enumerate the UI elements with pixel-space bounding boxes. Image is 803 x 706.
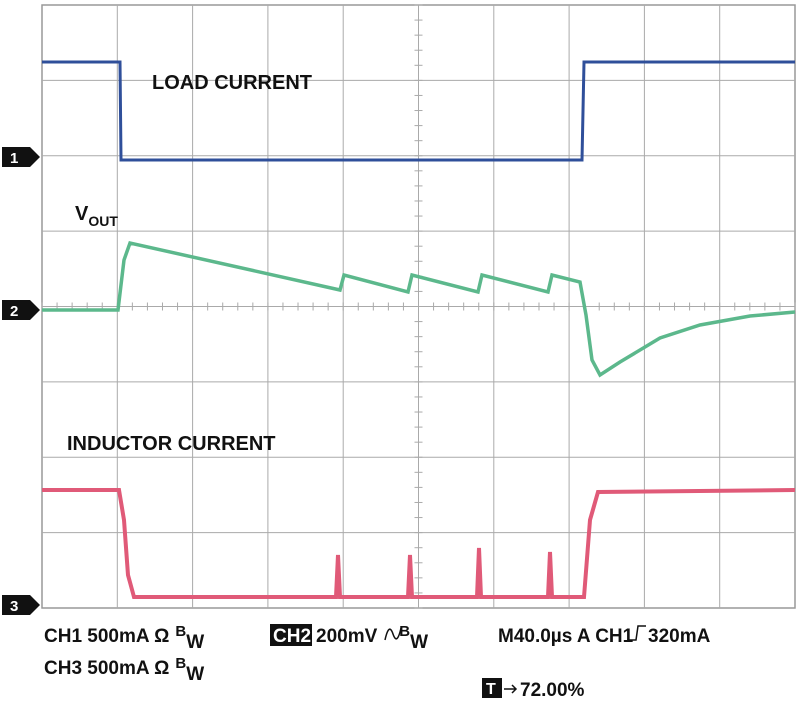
vout-trace [42, 240, 796, 378]
arrow [504, 684, 518, 694]
ch2-label: CH2 [273, 626, 311, 647]
trigger-level: 320mA [648, 626, 711, 647]
ch1-setting: CH1 500mA Ω BW [44, 623, 204, 653]
svg-text:3: 3 [10, 598, 18, 615]
trigger-icon: T [486, 681, 496, 698]
ch2-setting: 200mV BW [316, 623, 428, 653]
ch2-badge [270, 624, 312, 646]
trace-label: INDUCTOR CURRENT [67, 433, 276, 455]
trigger-edge-icon [628, 625, 646, 641]
load-current-trace [42, 60, 795, 162]
timebase-setting: M40.0µs A CH1 [498, 626, 634, 647]
channel-marker: 3 [2, 595, 40, 615]
grid [41, 4, 796, 609]
trigger-position: 72.00% [520, 680, 585, 701]
svg-text:2: 2 [10, 303, 18, 320]
ac-coupling-icon [384, 627, 402, 641]
trigger-badge [482, 678, 502, 698]
channel-marker: 1 [2, 147, 40, 167]
ch3-setting: CH3 500mA Ω BW [44, 655, 204, 685]
svg-text:1: 1 [10, 150, 18, 167]
channel-marker: 2 [2, 300, 40, 320]
trace-label: VOUT [75, 203, 118, 229]
inductor-current-trace [42, 488, 796, 599]
trace-label: LOAD CURRENT [152, 72, 312, 94]
